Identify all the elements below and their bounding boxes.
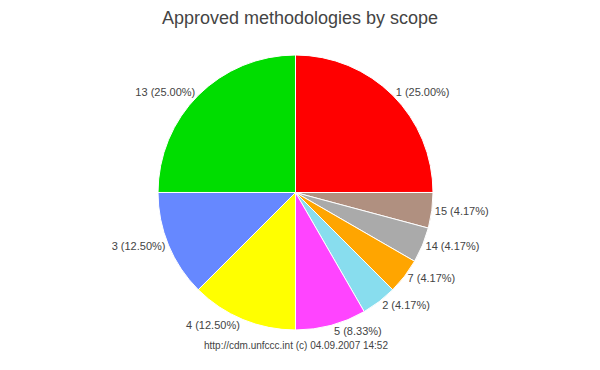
svg-text:2 (4.17%): 2 (4.17%) — [382, 299, 430, 311]
svg-text:http://cdm.unfccc.int (c) 04.0: http://cdm.unfccc.int (c) 04.09.2007 14:… — [204, 340, 388, 351]
svg-text:14 (4.17%): 14 (4.17%) — [426, 240, 480, 252]
svg-text:13 (25.00%): 13 (25.00%) — [135, 86, 195, 98]
svg-text:4 (12.50%): 4 (12.50%) — [186, 319, 240, 331]
svg-text:3 (12.50%): 3 (12.50%) — [112, 240, 166, 252]
svg-text:5 (8.33%): 5 (8.33%) — [334, 325, 382, 337]
svg-text:15 (4.17%): 15 (4.17%) — [435, 205, 489, 217]
svg-text:7 (4.17%): 7 (4.17%) — [408, 272, 456, 284]
svg-text:Approved methodologies by scop: Approved methodologies by scope — [162, 8, 438, 28]
svg-text:1 (25.00%): 1 (25.00%) — [396, 86, 450, 98]
